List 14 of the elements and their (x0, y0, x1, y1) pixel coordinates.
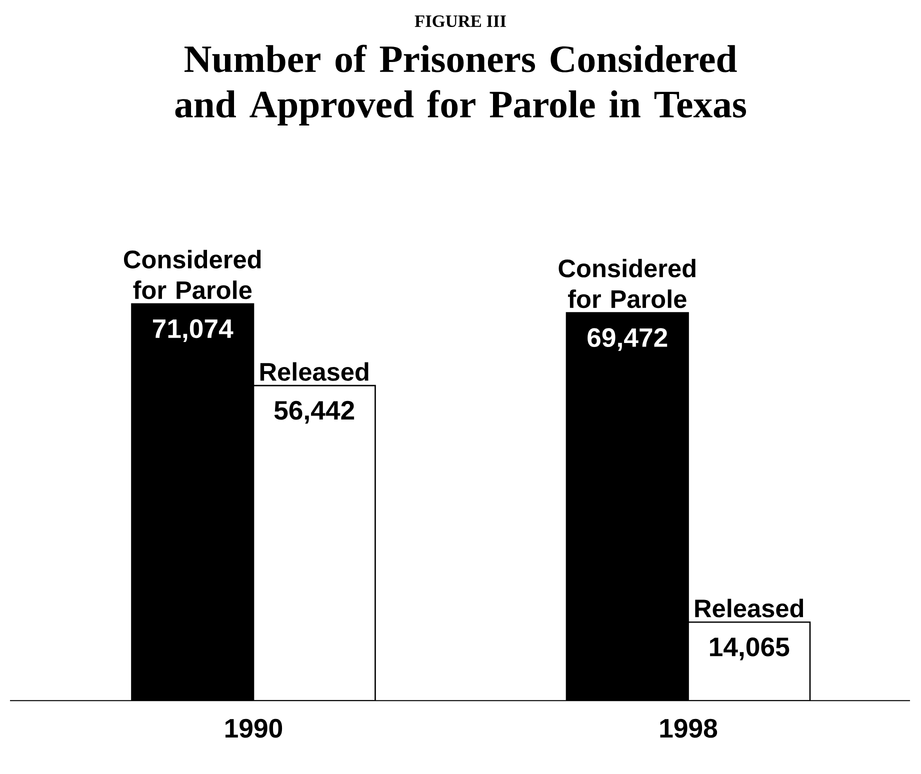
data-label: 71,074 (152, 319, 234, 342)
chart-title: Number of Prisoners Considered and Approved for Parole in Texas (175, 44, 746, 126)
bar (688, 621, 811, 701)
x-tick-label: 1998 (660, 718, 718, 738)
data-label: 14,065 (710, 638, 790, 660)
text: FIGURE III (414, 15, 506, 28)
series-label: Released (260, 362, 368, 381)
text: Considered for Parole (124, 250, 261, 300)
x-tick-label: 1990 (225, 718, 282, 738)
bar (252, 384, 376, 701)
data-label: 69,472 (588, 328, 668, 351)
data-label: 56,442 (274, 400, 354, 424)
text: Released (695, 598, 804, 618)
series-label: Considered for Parole (558, 258, 696, 308)
